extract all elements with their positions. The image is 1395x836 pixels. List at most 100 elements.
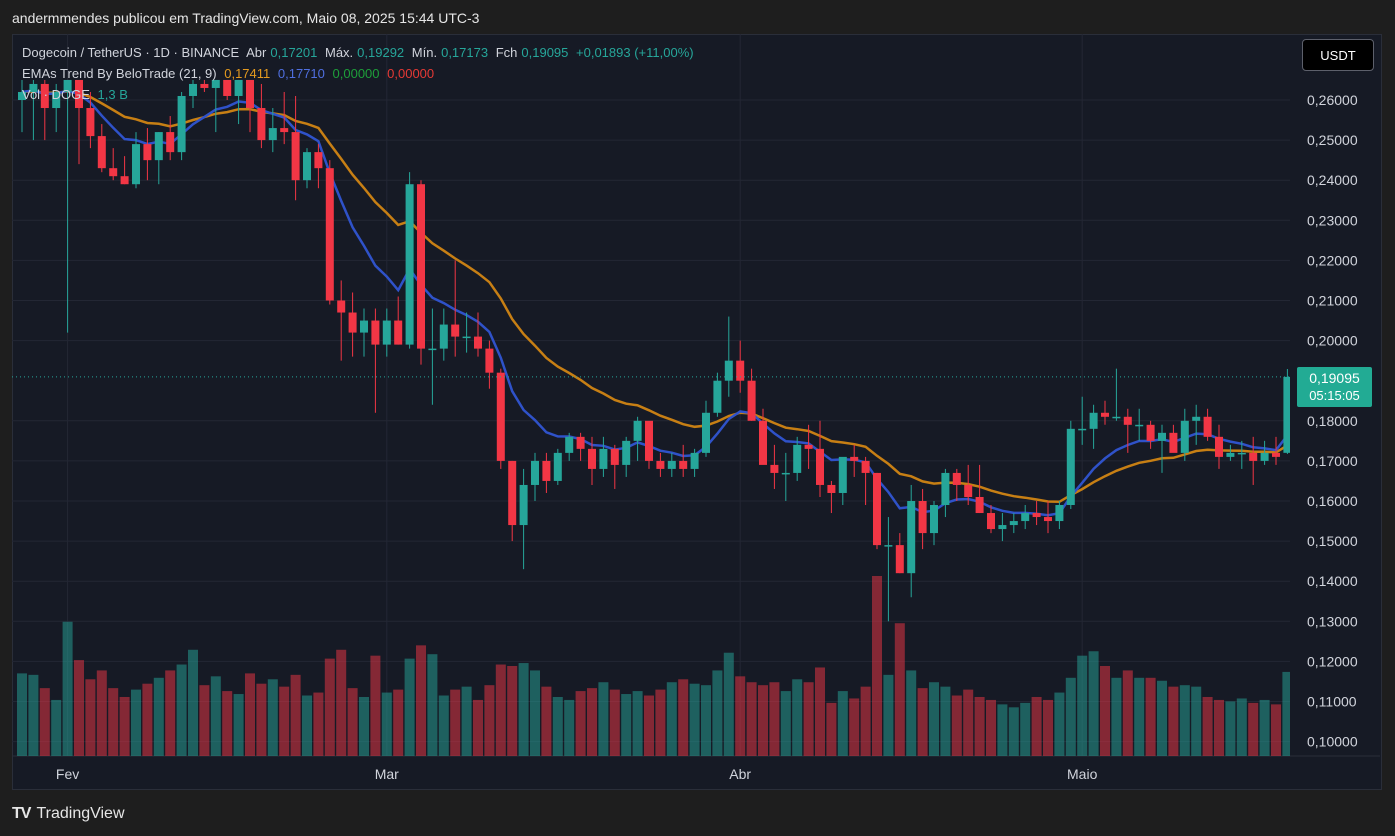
- volume-bar: [974, 696, 985, 756]
- candle-body: [930, 505, 938, 534]
- candle-body: [1123, 416, 1132, 425]
- volume-bar: [1248, 702, 1259, 756]
- legend-vol-value: 1,3 B: [97, 87, 128, 102]
- candle-body: [941, 472, 950, 506]
- volume-bar: [1020, 702, 1031, 756]
- volume-bar: [1225, 701, 1236, 756]
- last-price-tag: 0,19095 05:15:05: [1297, 367, 1372, 407]
- candle-body: [907, 501, 916, 574]
- candle-body: [827, 484, 836, 493]
- candle-body: [291, 132, 300, 181]
- candle-body: [18, 91, 26, 100]
- volume-bar: [1179, 685, 1190, 756]
- candle-body: [1260, 452, 1269, 461]
- candle-body: [599, 448, 608, 469]
- legend-ema-name[interactable]: EMAs Trend By BeloTrade (21, 9): [22, 66, 217, 81]
- candle-body: [143, 144, 152, 161]
- volume-bar: [940, 686, 951, 756]
- volume-bar: [1259, 699, 1270, 756]
- volume-bar: [518, 663, 529, 756]
- candle-body: [1158, 432, 1166, 441]
- volume-bar: [176, 664, 187, 756]
- candle-body: [382, 320, 391, 345]
- candle-body: [690, 452, 699, 469]
- volume-bar: [1043, 699, 1053, 756]
- candle-body: [246, 79, 254, 109]
- legend-open-label: Abr: [246, 45, 267, 60]
- volume-bar: [1282, 671, 1290, 756]
- y-tick-label: 0,20000: [1307, 333, 1358, 349]
- volume-bar: [210, 676, 221, 756]
- volume-bar: [735, 676, 746, 756]
- legend-ema-value-2: 0,17710: [277, 66, 325, 81]
- volume-bar: [1157, 680, 1167, 756]
- candle-body: [200, 83, 209, 88]
- candle-body: [1066, 428, 1075, 506]
- candle-body: [1146, 424, 1155, 441]
- y-tick-label: 0,25000: [1307, 132, 1358, 148]
- legend-vol-label[interactable]: Vol · DOGE: [22, 87, 90, 102]
- volume-bar: [245, 673, 255, 756]
- candle-body: [1249, 452, 1258, 461]
- volume-bar: [347, 688, 358, 756]
- candle-body: [1078, 428, 1087, 431]
- volume-bar: [370, 655, 381, 756]
- volume-bar: [655, 689, 666, 756]
- volume-bar: [951, 695, 962, 756]
- candle-body: [565, 436, 574, 453]
- candle-body: [747, 380, 756, 421]
- candle-body: [918, 501, 927, 534]
- candle-body: [702, 412, 710, 453]
- candle-body: [451, 324, 460, 337]
- candle-body: [633, 420, 642, 441]
- legend-ema-row: EMAs Trend By BeloTrade (21, 9) 0,17411 …: [22, 66, 438, 81]
- volume-bar: [427, 654, 438, 756]
- candle-body: [553, 452, 562, 481]
- volume-bar: [1214, 699, 1224, 756]
- y-tick-label: 0,16000: [1307, 493, 1358, 509]
- volume-bar: [530, 670, 540, 756]
- candle-body: [622, 440, 631, 465]
- volume-bar: [826, 702, 837, 756]
- candle-body: [75, 79, 83, 109]
- candle-body: [439, 324, 448, 349]
- y-tick-label: 0,12000: [1307, 653, 1358, 669]
- candle-body: [52, 91, 61, 109]
- volume-bar: [108, 688, 119, 756]
- candle-body: [325, 168, 334, 301]
- volume-bar: [632, 691, 643, 756]
- volume-bar: [666, 682, 677, 756]
- legend-symbol[interactable]: Dogecoin / TetherUS · 1D · BINANCE: [22, 45, 240, 60]
- legend-ema-value-4: 0,00000: [387, 66, 435, 81]
- volume-bar: [85, 679, 96, 756]
- volume-bar: [404, 658, 415, 756]
- candle-body: [314, 152, 323, 169]
- candle-body: [1009, 521, 1018, 526]
- candle-body: [1044, 517, 1052, 522]
- candle-body: [417, 184, 425, 349]
- volume-bar: [507, 666, 518, 756]
- footer-brand[interactable]: TV TradingView: [12, 805, 125, 823]
- candle-body: [154, 132, 163, 161]
- volume-bar: [815, 667, 825, 756]
- candle-body: [405, 184, 414, 345]
- volume-bar: [997, 704, 1008, 756]
- volume-bar: [1077, 655, 1088, 756]
- candle-body: [428, 348, 437, 351]
- y-tick-label: 0,22000: [1307, 252, 1358, 268]
- currency-button[interactable]: USDT: [1302, 39, 1374, 71]
- y-tick-label: 0,10000: [1307, 734, 1358, 750]
- volume-bar: [1111, 677, 1122, 756]
- volume-bar: [256, 683, 267, 756]
- volume-bar: [381, 692, 392, 756]
- candle-body: [1283, 376, 1290, 453]
- legend-open-value: 0,17201: [270, 45, 318, 60]
- x-tick-label: Mar: [375, 766, 399, 782]
- volume-bar: [313, 692, 324, 756]
- volume-bar: [450, 689, 461, 756]
- volume-bar: [51, 699, 62, 756]
- legend-high-value: 0,19292: [357, 45, 405, 60]
- candlestick-chart[interactable]: 0,26000 0,25000 0,24000 0,23000 0,22000 0,210…: [12, 34, 1382, 790]
- y-tick-label: 0,17000: [1307, 453, 1358, 469]
- volume-bar: [1122, 670, 1133, 756]
